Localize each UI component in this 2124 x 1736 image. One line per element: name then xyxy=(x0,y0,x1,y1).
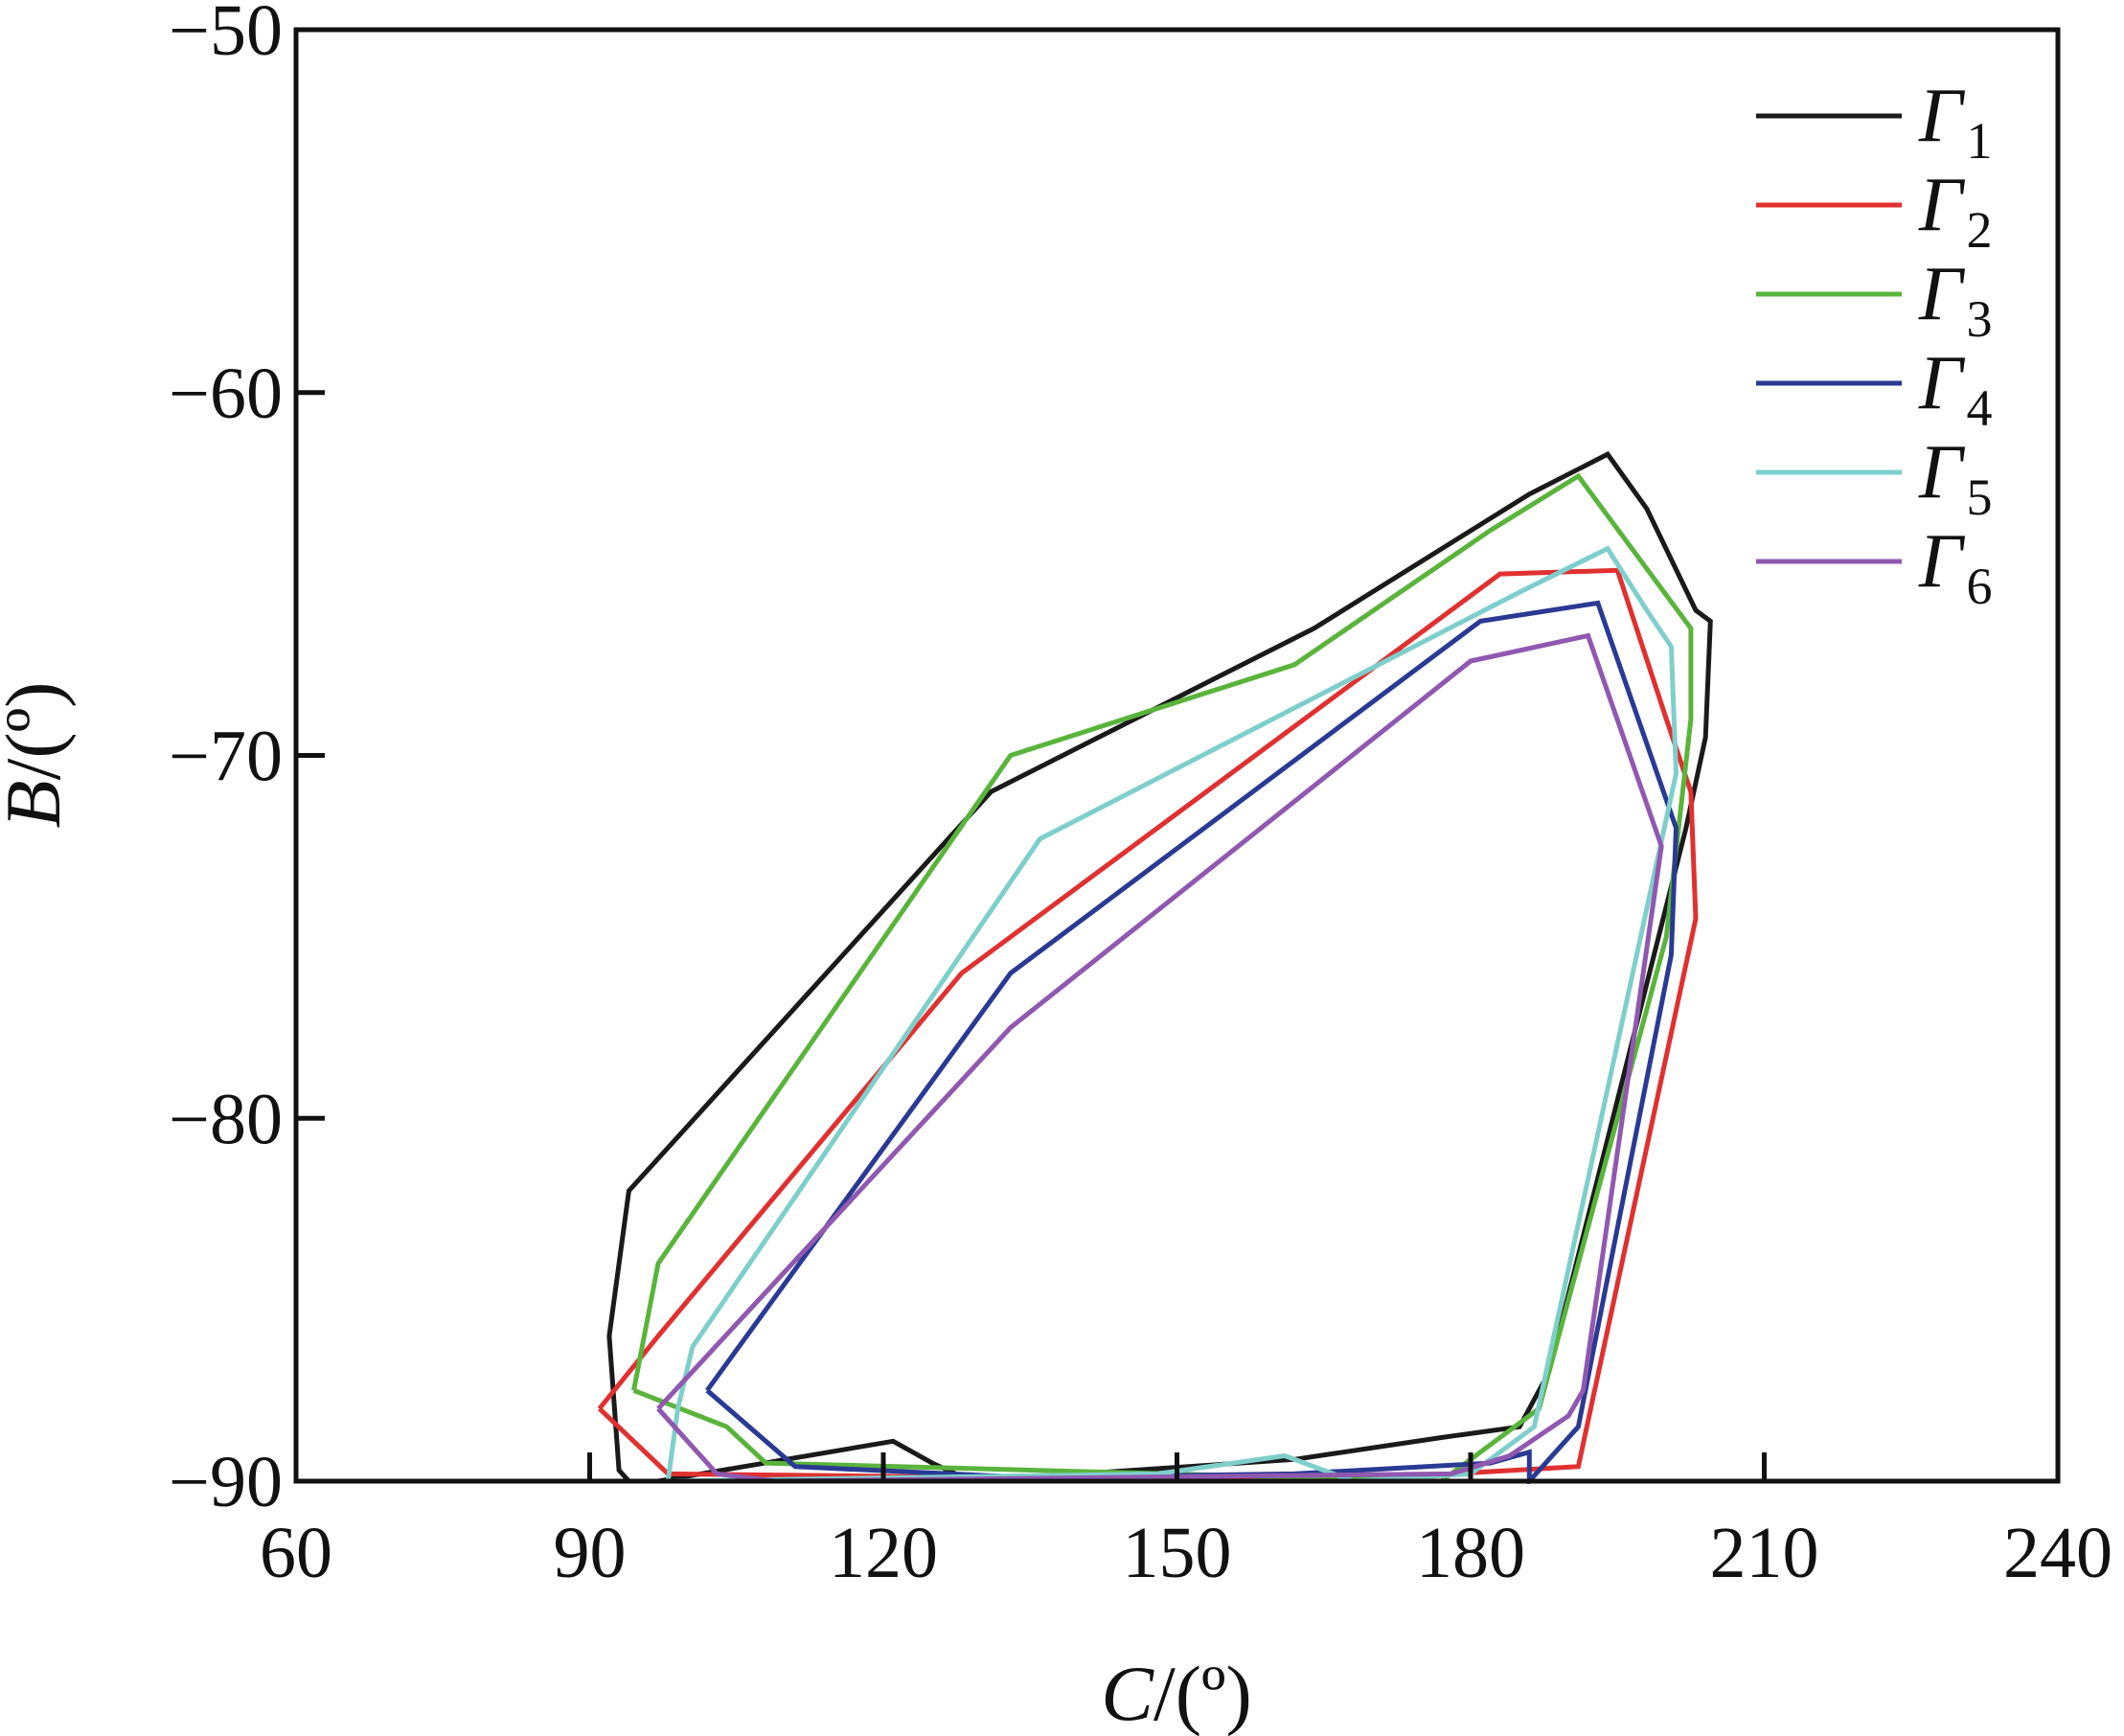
x-tick-label: 240 xyxy=(2003,1513,2113,1593)
legend-label-6: Γ6 xyxy=(1918,519,1993,615)
x-tick-label: 210 xyxy=(1710,1513,1819,1593)
legend-label-1: Γ1 xyxy=(1918,74,1993,170)
labels-layer: C/(º) B/(º) xyxy=(0,682,1252,1736)
legend-label-5: Γ5 xyxy=(1918,430,1993,526)
x-axis-label: C/(º) xyxy=(1101,1650,1252,1736)
legend-label-3: Γ3 xyxy=(1918,252,1993,348)
ticks-layer: 60 90 120 150 180 210 240 −90 −80 −70 −60 −50 xyxy=(169,0,2113,1593)
y-tick-label: −60 xyxy=(169,354,283,434)
legend-label-2: Γ2 xyxy=(1918,163,1993,259)
x-tick-label: 90 xyxy=(554,1513,627,1593)
series-line-5 xyxy=(665,545,1679,1484)
y-tick-label: −80 xyxy=(169,1079,283,1159)
series-line-3 xyxy=(631,472,1694,1484)
y-tick-label: −70 xyxy=(169,717,283,797)
legend-label-4: Γ4 xyxy=(1918,341,1993,437)
y-tick-label: −50 xyxy=(169,0,283,71)
x-tick-label: 180 xyxy=(1416,1513,1525,1593)
y-axis-label: B/(º) xyxy=(0,682,77,829)
y-tick-label: −90 xyxy=(169,1442,283,1522)
x-tick-label: 60 xyxy=(260,1513,332,1593)
x-tick-label: 150 xyxy=(1123,1513,1232,1593)
x-tick-label: 120 xyxy=(829,1513,938,1593)
